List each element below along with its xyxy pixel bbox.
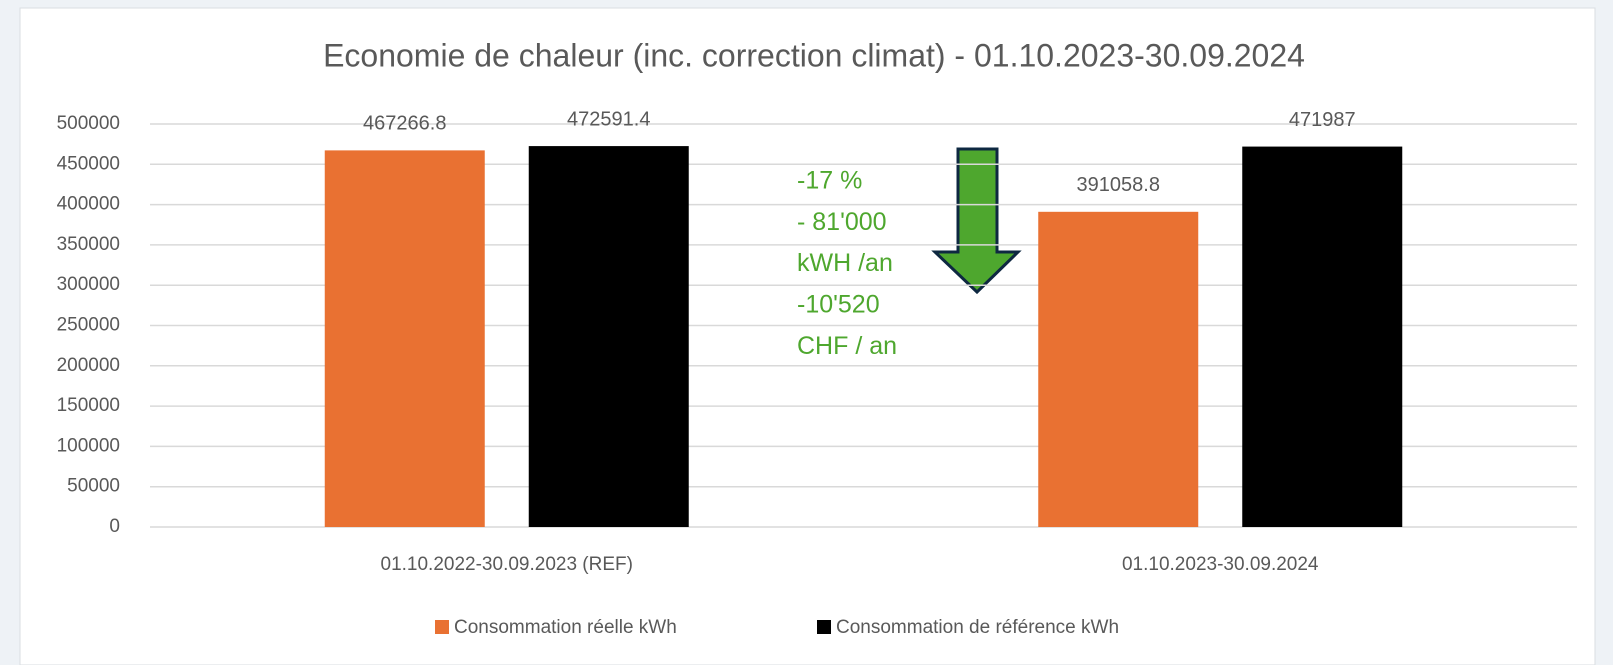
annotation: - 81'000	[797, 208, 887, 236]
chart-title: Economie de chaleur (inc. correction cli…	[323, 37, 1305, 73]
legend-label: Consommation réelle kWh	[454, 617, 677, 638]
data-label: 467266.8	[363, 113, 446, 135]
annotation: -17 %	[797, 167, 862, 195]
annotation: -10'520	[797, 291, 880, 319]
data-label: 472591.4	[567, 108, 650, 130]
legend-swatch	[435, 620, 449, 634]
legend-swatch	[817, 620, 831, 634]
data-label: 391058.8	[1077, 174, 1160, 196]
data-label: 471987	[1289, 109, 1356, 131]
annotation: kWH /an	[797, 249, 893, 277]
down-arrow	[931, 147, 1022, 295]
y-tick-label: 350000	[57, 234, 120, 255]
annotation: CHF / an	[797, 332, 897, 360]
y-tick-label: 400000	[57, 194, 120, 215]
bar	[324, 150, 485, 527]
y-tick-label: 200000	[57, 355, 120, 376]
y-tick-label: 300000	[57, 274, 120, 295]
legend-label: Consommation de référence kWh	[836, 617, 1119, 638]
y-tick-label: 0	[109, 516, 120, 537]
y-tick-label: 100000	[57, 435, 120, 456]
bar	[528, 146, 689, 527]
bar	[1038, 211, 1199, 527]
y-tick-label: 450000	[57, 153, 120, 174]
y-tick-label: 500000	[57, 113, 120, 134]
x-tick-label: 01.10.2023-30.09.2024	[1122, 554, 1319, 575]
y-tick-label: 50000	[67, 476, 120, 497]
y-tick-label: 250000	[57, 315, 120, 336]
y-tick-label: 150000	[57, 395, 120, 416]
bar	[1242, 146, 1403, 527]
x-tick-label: 01.10.2022-30.09.2023 (REF)	[381, 554, 633, 575]
